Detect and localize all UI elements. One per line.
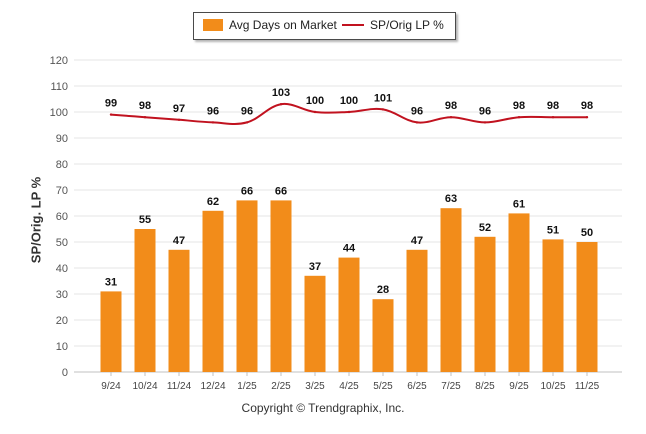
legend-item-line[interactable]: SP/Orig LP % bbox=[342, 18, 444, 32]
bar bbox=[440, 208, 462, 372]
copyright-text: Copyright © Trendgraphix, Inc. bbox=[241, 401, 405, 415]
line-data-label: 96 bbox=[241, 105, 253, 117]
bar-data-label: 66 bbox=[241, 185, 253, 197]
bar bbox=[406, 249, 428, 372]
line-data-label: 101 bbox=[374, 92, 392, 104]
bar bbox=[202, 210, 224, 372]
y-tick-label: 80 bbox=[56, 159, 68, 171]
y-axis-title: SP/Orig. LP % bbox=[28, 176, 44, 264]
line-point bbox=[109, 113, 113, 116]
x-tick-label: 2/25 bbox=[271, 381, 291, 392]
x-tick-label: 9/24 bbox=[101, 381, 121, 392]
bar-data-label: 44 bbox=[343, 243, 356, 255]
line-point bbox=[381, 108, 385, 111]
legend-bar-swatch bbox=[203, 19, 223, 31]
line-data-label: 96 bbox=[411, 105, 423, 117]
line-point bbox=[551, 116, 555, 119]
line-point bbox=[245, 121, 249, 124]
line-point bbox=[313, 110, 317, 114]
line-data-label: 98 bbox=[513, 100, 525, 112]
bar bbox=[100, 291, 122, 372]
line-point bbox=[279, 103, 283, 106]
bar bbox=[134, 229, 156, 372]
legend: Avg Days on Market SP/Orig LP % bbox=[193, 12, 456, 40]
bar-data-label: 31 bbox=[105, 276, 117, 288]
x-tick-label: 10/25 bbox=[540, 381, 565, 392]
line-data-label: 99 bbox=[105, 98, 117, 110]
bar bbox=[304, 275, 326, 372]
x-tick-label: 3/25 bbox=[305, 381, 325, 392]
y-tick-label: 20 bbox=[56, 315, 68, 327]
line-point bbox=[211, 121, 215, 124]
line-point bbox=[449, 116, 453, 119]
line-point bbox=[517, 116, 521, 119]
x-tick-label: 7/25 bbox=[441, 381, 461, 392]
y-tick-label: 30 bbox=[56, 289, 68, 301]
bar-data-label: 62 bbox=[207, 196, 219, 208]
y-tick-label: 90 bbox=[56, 133, 68, 145]
x-tick-label: 6/25 bbox=[407, 381, 427, 392]
line-point bbox=[585, 116, 589, 119]
bar-data-label: 51 bbox=[547, 224, 559, 236]
line-data-label: 100 bbox=[340, 95, 358, 107]
bar-data-label: 50 bbox=[581, 227, 593, 239]
bar-data-label: 55 bbox=[139, 214, 151, 226]
bar bbox=[270, 200, 292, 372]
bar bbox=[338, 257, 360, 372]
x-tick-label: 11/24 bbox=[167, 381, 192, 392]
y-tick-label: 70 bbox=[56, 185, 68, 197]
y-tick-label: 110 bbox=[50, 81, 68, 93]
legend-label-bars: Avg Days on Market bbox=[229, 18, 337, 32]
y-tick-label: 40 bbox=[56, 263, 68, 275]
legend-line-swatch bbox=[342, 24, 364, 26]
bar-data-label: 47 bbox=[411, 235, 423, 247]
line-point bbox=[483, 121, 487, 124]
bar bbox=[508, 213, 530, 372]
y-tick-label: 60 bbox=[56, 211, 68, 223]
line-data-label: 103 bbox=[272, 87, 290, 99]
x-tick-label: 11/25 bbox=[575, 381, 600, 392]
x-tick-label: 4/25 bbox=[339, 381, 359, 392]
bar-data-label: 52 bbox=[479, 222, 491, 234]
bar bbox=[474, 236, 496, 372]
bar bbox=[236, 200, 258, 372]
line-data-label: 96 bbox=[207, 105, 219, 117]
y-tick-label: 120 bbox=[50, 55, 68, 67]
y-tick-label: 10 bbox=[56, 341, 68, 353]
x-tick-label: 9/25 bbox=[509, 381, 529, 392]
bar-data-label: 28 bbox=[377, 284, 389, 296]
line-data-label: 98 bbox=[547, 100, 559, 112]
line-point bbox=[177, 118, 181, 122]
line-point bbox=[143, 116, 147, 119]
line-data-label: 98 bbox=[445, 100, 457, 112]
y-tick-label: 50 bbox=[56, 237, 68, 249]
x-tick-label: 10/24 bbox=[132, 381, 157, 392]
y-tick-label: 0 bbox=[62, 367, 68, 379]
line-data-label: 97 bbox=[173, 103, 185, 115]
line-data-label: 100 bbox=[306, 95, 324, 107]
bar bbox=[168, 249, 190, 372]
bar-data-label: 37 bbox=[309, 261, 321, 273]
legend-item-bars[interactable]: Avg Days on Market bbox=[203, 18, 337, 32]
bar-data-label: 63 bbox=[445, 193, 457, 205]
line-data-label: 96 bbox=[479, 105, 491, 117]
bar-data-label: 61 bbox=[513, 198, 525, 210]
bar-data-label: 66 bbox=[275, 185, 287, 197]
x-tick-label: 1/25 bbox=[237, 381, 257, 392]
x-tick-label: 8/25 bbox=[475, 381, 495, 392]
y-tick-label: 100 bbox=[50, 107, 68, 119]
bar-data-label: 47 bbox=[173, 235, 185, 247]
x-tick-label: 12/24 bbox=[200, 381, 225, 392]
bar bbox=[542, 239, 564, 372]
bar bbox=[576, 242, 598, 372]
line-data-label: 98 bbox=[581, 100, 593, 112]
bar bbox=[372, 299, 394, 372]
line-point bbox=[415, 121, 419, 124]
line-point bbox=[347, 110, 351, 114]
x-tick-label: 5/25 bbox=[373, 381, 393, 392]
legend-label-line: SP/Orig LP % bbox=[370, 18, 444, 32]
line-data-label: 98 bbox=[139, 100, 151, 112]
